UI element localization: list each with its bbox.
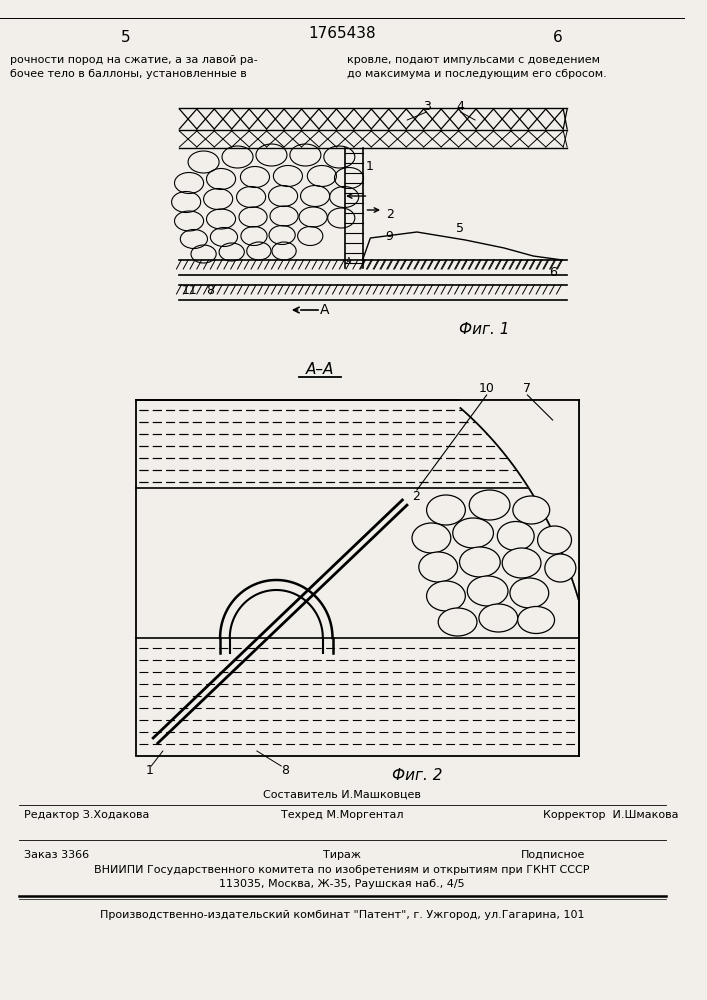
Text: 8: 8 — [281, 764, 289, 776]
Text: Заказ 3366: Заказ 3366 — [24, 850, 89, 860]
Ellipse shape — [502, 548, 541, 578]
Text: рочности пород на сжатие, а за лавой ра-: рочности пород на сжатие, а за лавой ра- — [10, 55, 257, 65]
Ellipse shape — [438, 608, 477, 636]
Text: 1765438: 1765438 — [308, 25, 376, 40]
Ellipse shape — [467, 576, 508, 606]
Ellipse shape — [545, 554, 576, 582]
Text: 9: 9 — [385, 231, 393, 243]
Ellipse shape — [419, 552, 457, 582]
Text: 1: 1 — [146, 764, 153, 776]
Text: 5: 5 — [455, 222, 464, 234]
Ellipse shape — [469, 490, 510, 520]
Ellipse shape — [513, 496, 550, 524]
Ellipse shape — [537, 526, 571, 554]
Ellipse shape — [460, 547, 501, 577]
Text: 10: 10 — [479, 381, 495, 394]
Polygon shape — [460, 400, 579, 600]
Text: ВНИИПИ Государственного комитета по изобретениям и открытиям при ГКНТ СССР: ВНИИПИ Государственного комитета по изоб… — [95, 865, 590, 875]
Ellipse shape — [479, 604, 518, 632]
Ellipse shape — [426, 495, 465, 525]
Text: Редактор З.Ходакова: Редактор З.Ходакова — [24, 810, 150, 820]
Text: кровле, подают импульсами с доведением: кровле, подают импульсами с доведением — [347, 55, 600, 65]
Text: А: А — [320, 303, 329, 317]
Ellipse shape — [518, 606, 554, 634]
Text: 6: 6 — [549, 265, 556, 278]
Ellipse shape — [510, 578, 549, 608]
Text: Фиг. 2: Фиг. 2 — [392, 768, 442, 782]
Text: Техред М.Моргентал: Техред М.Моргентал — [281, 810, 404, 820]
Ellipse shape — [452, 518, 493, 548]
Text: 2: 2 — [412, 490, 420, 504]
Text: Составитель И.Машковцев: Составитель И.Машковцев — [263, 790, 421, 800]
Ellipse shape — [426, 581, 465, 611]
Text: А–А: А–А — [305, 362, 334, 377]
Ellipse shape — [412, 523, 451, 553]
Text: 1: 1 — [366, 159, 373, 172]
Text: Производственно-издательский комбинат "Патент", г. Ужгород, ул.Гагарина, 101: Производственно-издательский комбинат "П… — [100, 910, 585, 920]
Text: Подписное: Подписное — [520, 850, 585, 860]
Text: 2: 2 — [386, 209, 394, 222]
Text: 5: 5 — [121, 30, 131, 45]
Text: 4: 4 — [457, 101, 464, 113]
Text: Фиг. 1: Фиг. 1 — [460, 322, 510, 338]
Text: А: А — [346, 257, 352, 266]
Text: 11: 11 — [181, 284, 197, 296]
Text: 3: 3 — [423, 101, 431, 113]
Text: до максимума и последующим его сбросом.: до максимума и последующим его сбросом. — [347, 69, 607, 79]
Ellipse shape — [497, 522, 534, 550]
Text: 113035, Москва, Ж-35, Раушская наб., 4/5: 113035, Москва, Ж-35, Раушская наб., 4/5 — [219, 879, 465, 889]
Text: 7: 7 — [523, 381, 532, 394]
Text: бочее тело в баллоны, установленные в: бочее тело в баллоны, установленные в — [10, 69, 247, 79]
Text: Тираж: Тираж — [323, 850, 361, 860]
Text: Корректор  И.Шмакова: Корректор И.Шмакова — [543, 810, 679, 820]
Text: 6: 6 — [553, 30, 562, 45]
Text: 8: 8 — [206, 284, 214, 296]
